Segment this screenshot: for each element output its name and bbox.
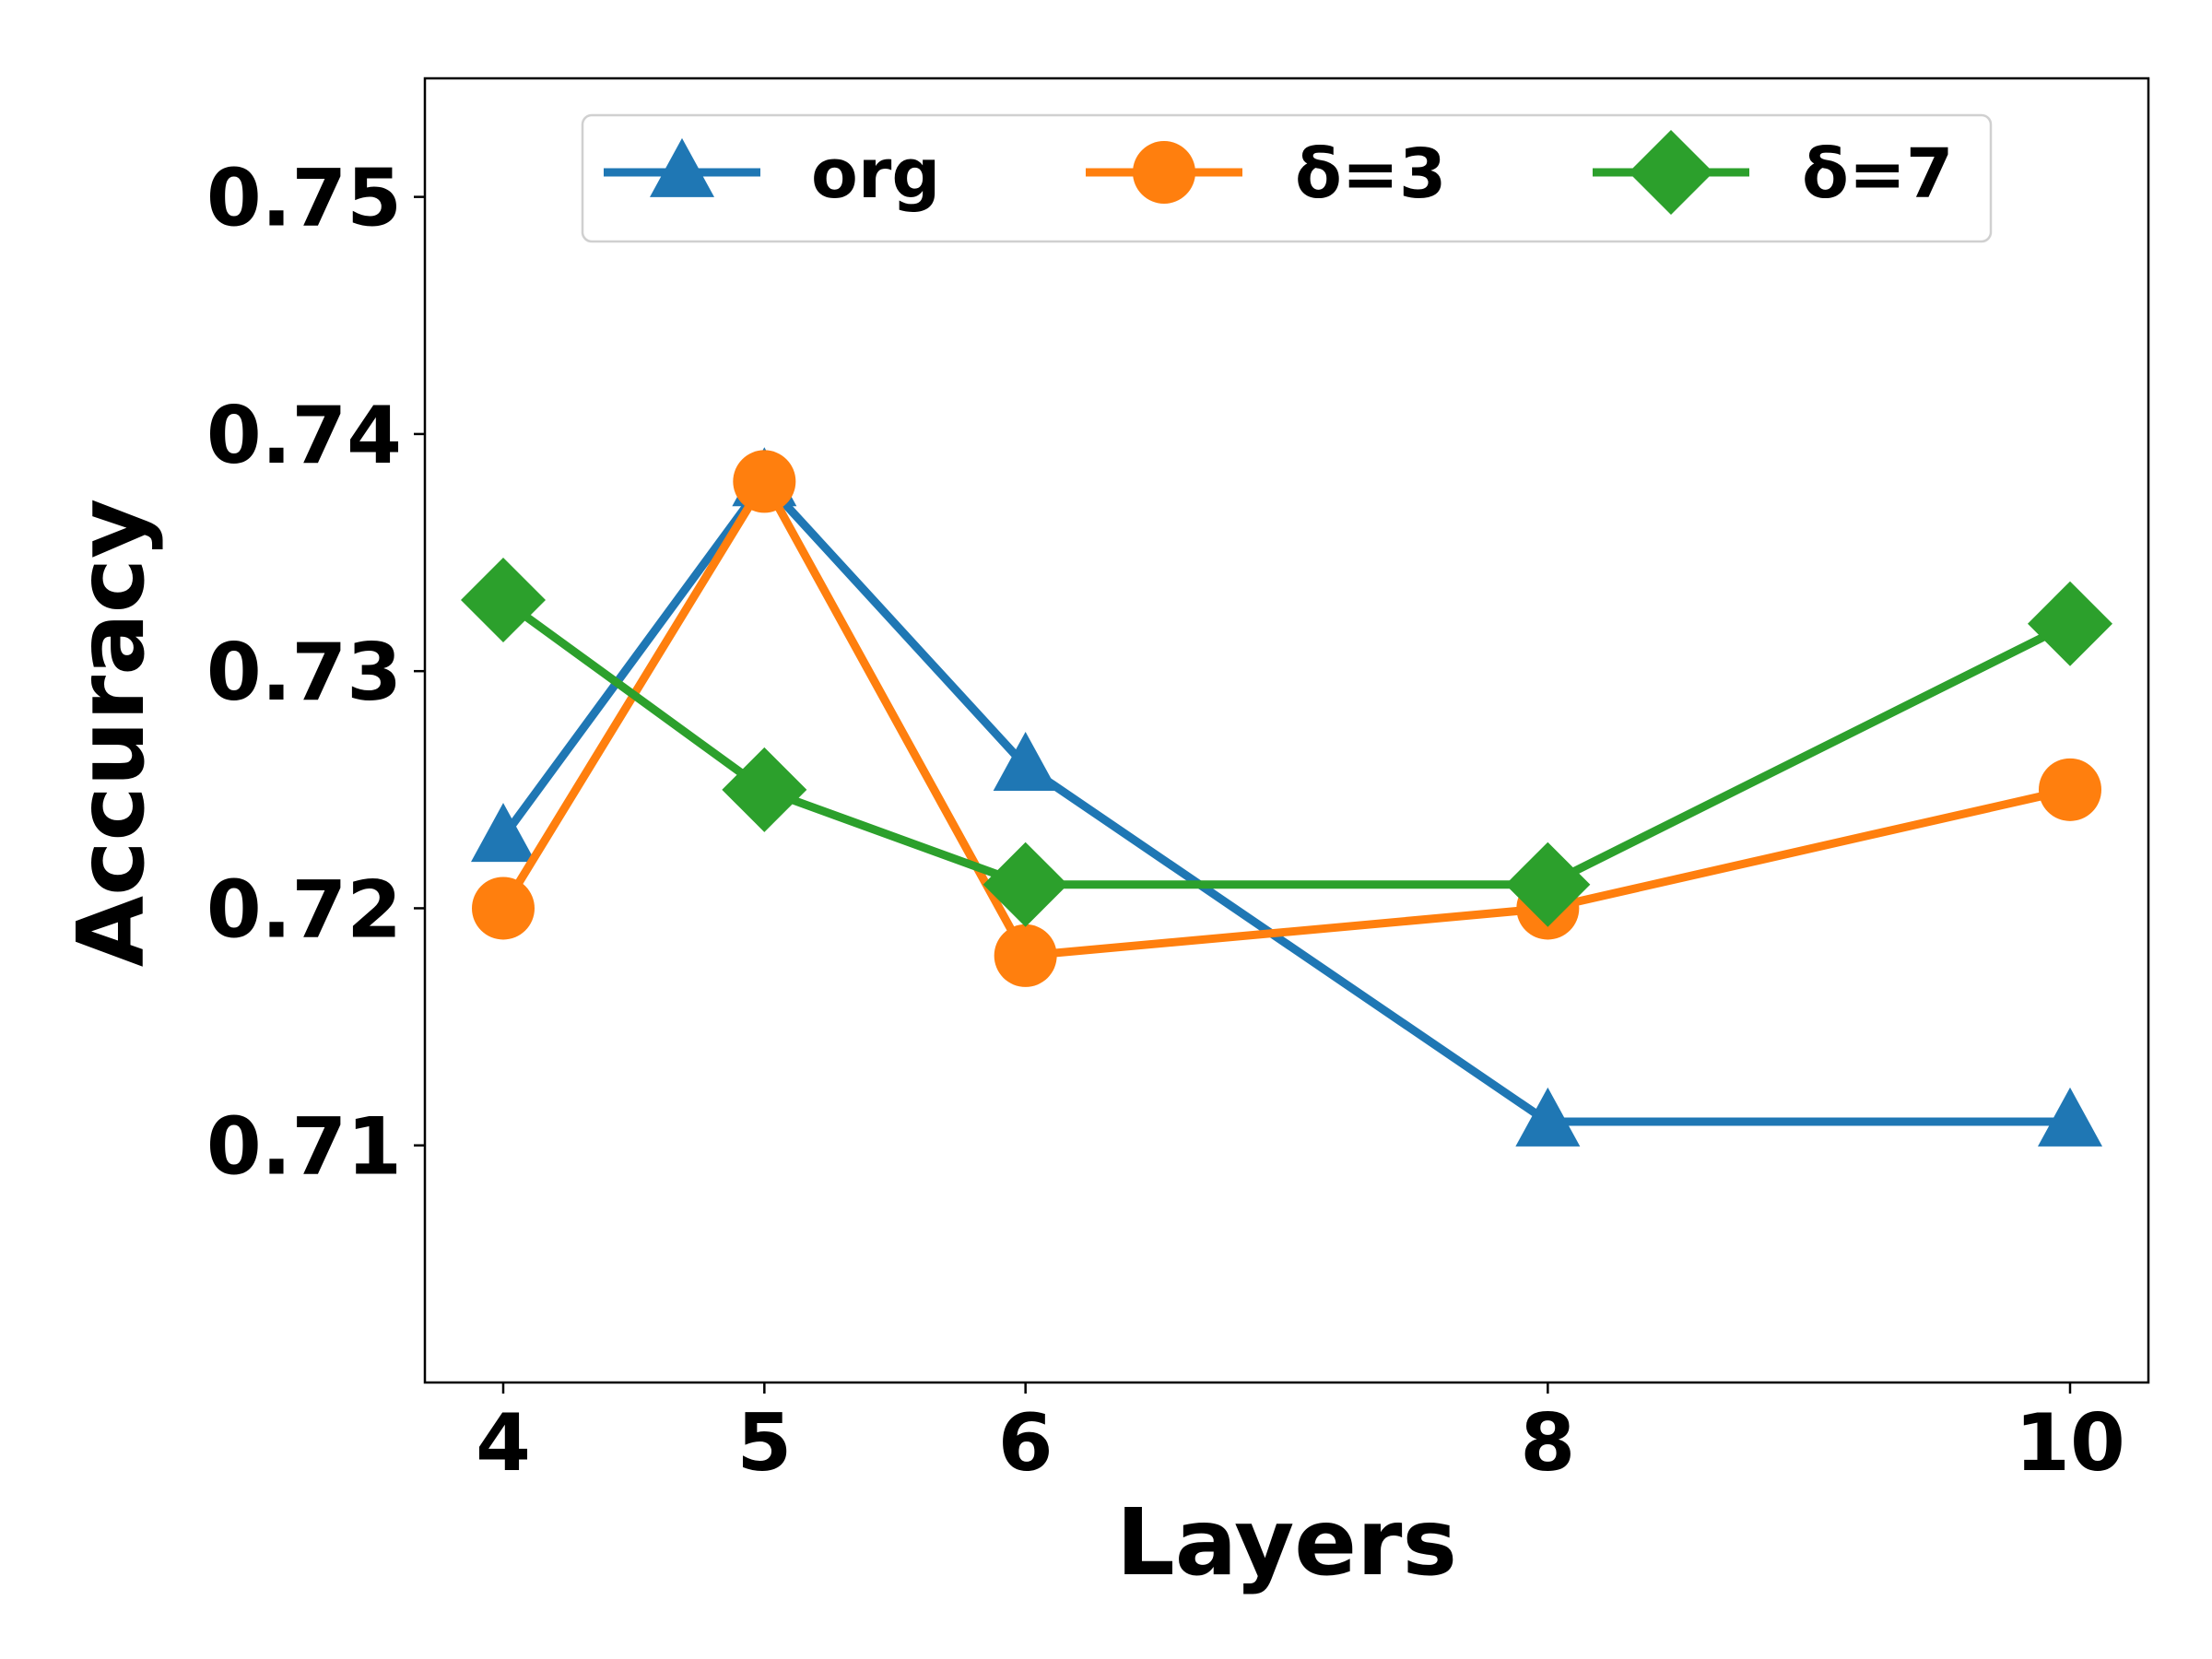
y-tick-label: 0.73 [206, 627, 402, 719]
x-tick-label: 6 [998, 1397, 1053, 1489]
legend-entry: δ=3 [1086, 135, 1446, 214]
legend-marker [1133, 141, 1195, 204]
data-point [471, 803, 535, 863]
legend-label: δ=7 [1802, 135, 1953, 214]
data-point [994, 924, 1057, 987]
legend-entry: δ=7 [1593, 130, 1953, 215]
data-point [1505, 841, 1591, 927]
legend-marker [650, 137, 714, 197]
series-1 [472, 450, 2101, 987]
x-tick-label: 8 [1520, 1397, 1575, 1489]
x-axis: 4 5 6 8 10 [476, 1382, 2125, 1489]
legend-frame [581, 113, 1993, 243]
data-point [1515, 1087, 1581, 1147]
data-point [2028, 581, 2112, 666]
y-tick-label: 0.74 [206, 390, 402, 482]
series-layer [461, 447, 2112, 1147]
x-tick-label: 5 [736, 1397, 792, 1489]
legend-marker [1629, 130, 1713, 215]
legend: org δ=3 δ=7 [581, 113, 1993, 243]
data-point [2038, 1087, 2102, 1147]
data-point [2039, 758, 2101, 821]
legend-label: δ=3 [1295, 135, 1446, 214]
data-point [461, 558, 546, 642]
y-axis: 0.71 0.72 0.73 0.74 0.75 [206, 153, 425, 1194]
y-tick-label: 0.71 [206, 1101, 402, 1194]
data-point [982, 841, 1068, 927]
data-point [472, 877, 535, 940]
legend-label: org [811, 135, 940, 214]
y-tick-label: 0.75 [206, 153, 402, 245]
x-axis-title: Layers [1116, 1488, 1457, 1596]
y-tick-label: 0.72 [206, 864, 402, 956]
data-point [993, 731, 1058, 791]
x-tick-label: 10 [2015, 1397, 2125, 1489]
x-tick-label: 4 [476, 1397, 531, 1489]
data-point [733, 450, 796, 513]
y-axis-title: Accuracy [57, 499, 165, 967]
data-point [722, 747, 807, 832]
legend-entry: org [604, 135, 940, 214]
series-2 [461, 558, 2112, 927]
